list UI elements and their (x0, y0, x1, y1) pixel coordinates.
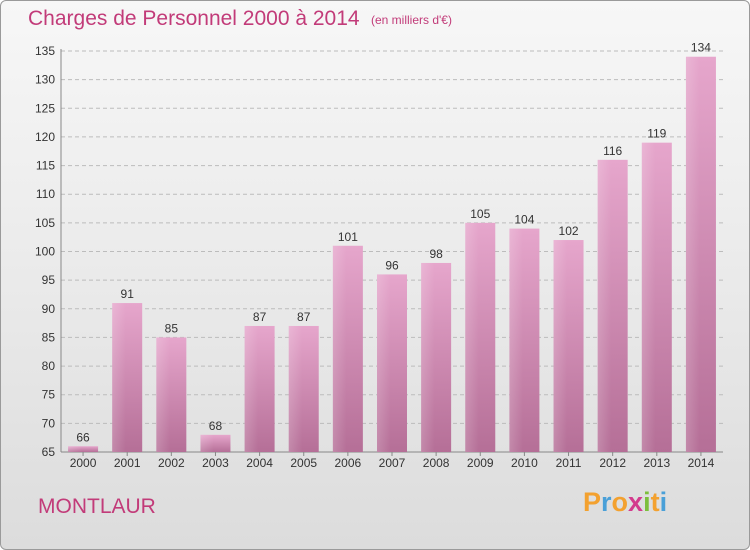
y-tick-label: 100 (35, 245, 55, 259)
value-label: 104 (514, 213, 534, 227)
x-tick-label: 2004 (246, 456, 273, 470)
bar-highlight (685, 56, 700, 452)
value-label: 85 (165, 321, 179, 335)
y-tick-label: 110 (36, 187, 55, 201)
x-tick-label: 2014 (688, 456, 715, 470)
value-label: 105 (470, 207, 490, 221)
y-tick-label: 65 (42, 445, 56, 459)
logo-letter: x (628, 487, 644, 517)
bar-highlight (288, 325, 303, 452)
bar-highlight (244, 325, 259, 452)
y-tick-label: 70 (42, 416, 56, 430)
x-tick-label: 2013 (643, 456, 670, 470)
value-label: 101 (338, 230, 358, 244)
commune-name: MONTLAUR (38, 495, 156, 518)
y-tick-label: 80 (42, 359, 56, 373)
y-tick-label: 115 (36, 159, 55, 173)
value-label: 91 (121, 287, 135, 301)
x-tick-label: 2006 (335, 456, 362, 470)
bars (68, 56, 716, 453)
value-label: 96 (385, 258, 399, 272)
bar-highlight (553, 240, 568, 452)
logo-letter: i (643, 487, 651, 517)
bar-highlight (112, 303, 126, 452)
logo-letter: o (611, 487, 629, 517)
y-tick-label: 75 (42, 388, 56, 402)
value-label: 66 (76, 430, 90, 444)
bar-highlight (421, 262, 435, 452)
value-labels: 66 91 85 68 87 87 101 96 98 105 104 102 116 119 134 (76, 41, 711, 445)
y-tick-label: 90 (42, 302, 56, 316)
logo-letter: i (659, 487, 668, 517)
bar-highlight (465, 222, 479, 452)
bar (68, 446, 99, 452)
y-tick-label: 125 (35, 101, 55, 115)
x-tick-label: 2000 (70, 456, 97, 470)
x-tick-label: 2008 (423, 456, 450, 470)
value-label: 119 (647, 127, 666, 141)
x-tick-label: 2002 (158, 456, 185, 470)
x-tick-label: 2001 (114, 456, 141, 470)
bar-highlight (641, 142, 656, 452)
bar-highlight (597, 159, 612, 453)
bar-highlight (509, 228, 523, 452)
x-tick-labels: 2000 2001 2002 2003 2004 2005 2006 2007 2008 2009… (70, 456, 715, 470)
value-label: 116 (603, 144, 622, 158)
x-tick-label: 2011 (556, 456, 582, 470)
chart-title: Charges de Personnel 2000 à 2014 (28, 7, 360, 30)
x-tick-label: 2012 (599, 456, 626, 470)
bar-highlight (332, 245, 347, 452)
bar-highlight (156, 337, 170, 452)
y-tick-labels: 65 70 75 80 85 90 95 100 105 110 115 120 125 130 135 (35, 44, 55, 459)
y-tick-label: 135 (35, 44, 55, 58)
y-tick-label: 85 (42, 330, 56, 344)
logo-letter: P (583, 487, 602, 517)
value-label: 134 (691, 41, 711, 55)
value-label: 98 (429, 247, 443, 261)
bar-highlight (200, 434, 214, 452)
bar-highlight (68, 446, 82, 452)
x-tick-label: 2010 (511, 456, 538, 470)
x-tick-label: 2003 (202, 456, 229, 470)
value-label: 102 (559, 224, 579, 238)
value-label: 87 (253, 310, 267, 324)
y-tick-label: 120 (35, 130, 55, 144)
logo-letter: t (650, 487, 660, 517)
y-tick-label: 130 (35, 73, 55, 87)
x-tick-label: 2007 (379, 456, 406, 470)
bar-highlight (377, 274, 391, 452)
proxiti-logo: Proxiti (583, 487, 667, 518)
value-label: 68 (209, 419, 223, 433)
chart-subtitle: (en milliers d'€) (371, 13, 452, 27)
x-tick-label: 2009 (467, 456, 494, 470)
x-tick-label: 2005 (290, 456, 317, 470)
logo-letter: r (601, 487, 612, 517)
value-label: 87 (297, 310, 311, 324)
y-tick-label: 105 (35, 216, 55, 230)
y-tick-label: 95 (42, 273, 56, 287)
